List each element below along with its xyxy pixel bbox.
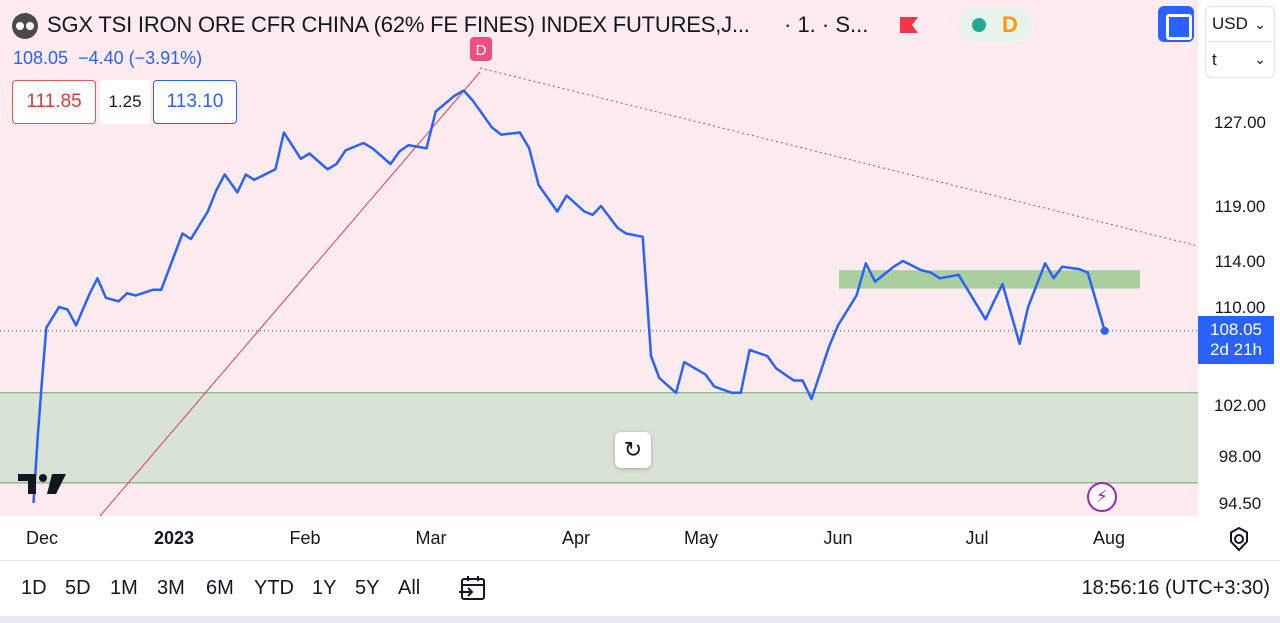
y-tick-label: 94.50 [1219, 494, 1262, 513]
x-tick-label: May [684, 528, 718, 548]
y-tick-label: 102.00 [1214, 396, 1266, 415]
chart-header: SGX TSI IRON ORE CFR CHINA (62% FE FINES… [0, 0, 1200, 48]
currency-value: USD [1212, 14, 1248, 33]
price-change: −4.40 (−3.91%) [78, 48, 203, 68]
y-tick-label: 119.00 [1215, 197, 1266, 216]
range-button-1y[interactable]: 1Y [312, 577, 337, 599]
x-tick-label: Mar [416, 528, 447, 548]
x-axis[interactable]: Dec 2023 Feb Mar Apr May Jun Jul Aug [26, 528, 1125, 548]
buy-button[interactable]: 113.10 [153, 80, 237, 124]
range-button-ytd[interactable]: YTD [254, 577, 294, 599]
last-price: 108.05 [13, 48, 69, 68]
calendar-goto-icon[interactable] [458, 573, 488, 603]
bottom-toolbar: 1D 5D 1M 3M 6M YTD 1Y 5Y All 18:56:16 (U… [0, 560, 1280, 616]
range-button-5y[interactable]: 5Y [355, 577, 380, 599]
marker-badge[interactable] [470, 37, 492, 61]
gear-icon[interactable] [1226, 526, 1252, 552]
unit-select[interactable]: t ⌄ [1205, 42, 1275, 78]
currency-select[interactable]: USD ⌄ [1205, 6, 1275, 42]
bar-countdown: 2d 21h [1210, 340, 1262, 359]
market-open-dot-icon [972, 18, 986, 32]
marker-letter: D [476, 42, 487, 59]
chevron-down-icon: ⌄ [1254, 51, 1266, 67]
x-tick-label: Aug [1093, 528, 1125, 548]
tradingview-logo-icon[interactable] [16, 470, 68, 496]
symbol-logo-icon [12, 13, 38, 39]
last-price-dot [1100, 326, 1109, 335]
status-letter: D [1002, 12, 1018, 37]
last-price-axis-label: 108.05 2d 21h [1198, 316, 1274, 364]
y-tick-label: 110.00 [1215, 298, 1266, 317]
x-tick-label: 2023 [154, 528, 194, 548]
price-series-line [32, 89, 1106, 504]
fullscreen-icon[interactable] [1158, 6, 1194, 42]
timezone-clock[interactable]: 18:56:16 (UTC+3:30) [1081, 577, 1270, 599]
market-status-pill[interactable]: D [958, 8, 1032, 42]
x-tick-label: Dec [26, 528, 58, 548]
resistance-zone [839, 270, 1140, 289]
dotted-trendline [479, 67, 1199, 247]
range-button-3m[interactable]: 3M [157, 577, 185, 599]
x-tick-label: Feb [289, 528, 320, 548]
lightning-icon[interactable]: ⚡ [1087, 482, 1117, 512]
unit-value: t [1212, 49, 1217, 69]
range-button-5d[interactable]: 5D [65, 577, 91, 599]
x-tick-label: Jun [823, 528, 852, 548]
support-zone [0, 392, 1198, 483]
price-chart[interactable]: D 127.00 119.00 114.00 110.00 102.00 98.00 94.… [0, 0, 1280, 560]
range-button-1d[interactable]: 1D [21, 577, 47, 599]
chevron-down-icon: ⌄ [1254, 16, 1266, 32]
spread-value: 1.25 [100, 80, 150, 124]
interval-source[interactable]: · 1. · S... [784, 12, 869, 37]
flag-icon[interactable] [899, 16, 919, 34]
axis-last-price: 108.05 [1210, 320, 1262, 339]
x-tick-label: Jul [965, 528, 988, 548]
sell-button[interactable]: 111.85 [12, 80, 96, 124]
x-tick-label: Apr [562, 528, 590, 548]
dividend-marker[interactable]: D [470, 37, 492, 61]
range-button-all[interactable]: All [398, 577, 421, 599]
reset-icon[interactable]: ↻ [615, 432, 651, 468]
y-tick-label: 98.00 [1219, 447, 1262, 466]
range-button-6m[interactable]: 6M [206, 577, 234, 599]
chart-plot-area [0, 0, 1199, 517]
symbol-title[interactable]: SGX TSI IRON ORE CFR CHINA (62% FE FINES… [47, 12, 750, 37]
quote-line: 108.05 −4.40 (−3.91%) [13, 48, 212, 69]
y-tick-label: 114.00 [1215, 252, 1266, 271]
bottom-edge-strip [0, 616, 1280, 623]
y-tick-label: 127.00 [1214, 113, 1266, 132]
range-button-1m[interactable]: 1M [110, 577, 138, 599]
y-axis[interactable]: 127.00 119.00 114.00 110.00 102.00 98.00 94.50 [1214, 113, 1266, 513]
